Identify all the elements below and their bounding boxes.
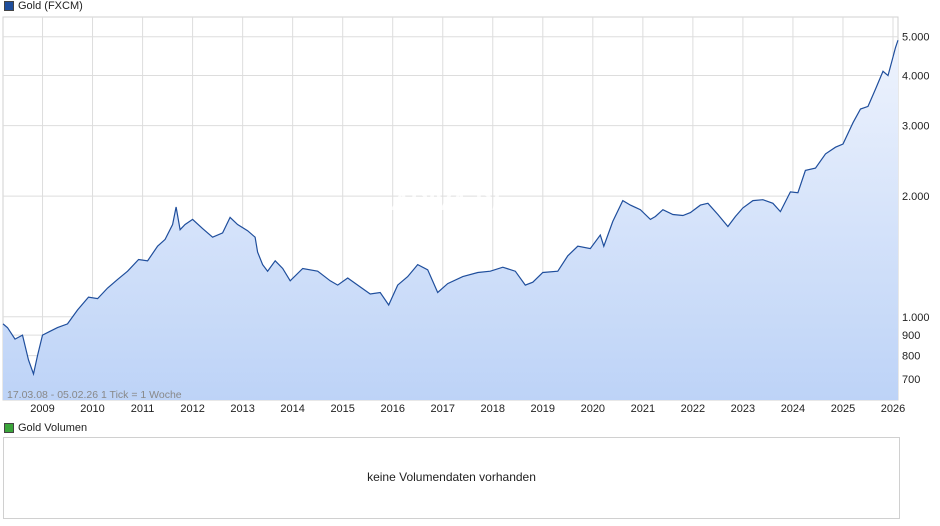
y-tick-label: 700: [902, 374, 920, 386]
y-tick-label: 1.000: [902, 312, 930, 324]
x-tick-label: 2023: [731, 403, 755, 415]
x-tick-label: 2019: [531, 403, 555, 415]
price-area-fill: [3, 40, 898, 400]
x-tick-label: 2022: [681, 403, 705, 415]
volume-panel: keine Volumendaten vorhanden: [3, 437, 900, 519]
price-chart: ARIVA.DE 5.000 4.000 3.000 2.000 1.000 900 800…: [2, 16, 930, 415]
x-tick-label: 2012: [180, 403, 204, 415]
volume-legend: Gold Volumen: [4, 422, 87, 434]
price-legend-swatch: [4, 1, 14, 11]
watermark-logo: ARIVA.DE: [390, 188, 510, 216]
no-volume-message: keine Volumendaten vorhanden: [367, 470, 536, 484]
x-tick-label: 2025: [831, 403, 855, 415]
x-tick-label: 2024: [781, 403, 805, 415]
volume-legend-swatch: [4, 423, 14, 433]
y-tick-label: 5.000: [902, 32, 930, 44]
x-tick-label: 2011: [131, 403, 155, 415]
price-line: [2, 40, 899, 377]
price-legend-label: Gold (FXCM): [18, 0, 83, 12]
y-tick-label: 4.000: [902, 71, 930, 83]
period-info: 17.03.08 - 05.02.26 1 Tick = 1 Woche: [7, 389, 182, 401]
x-tick-label: 2014: [280, 403, 304, 415]
y-tick-label: 2.000: [902, 191, 930, 203]
x-tick-label: 2021: [631, 403, 655, 415]
x-tick-label: 2018: [481, 403, 505, 415]
volume-legend-label: Gold Volumen: [18, 422, 88, 434]
x-axis-labels: 2009 2010 2011 2012 2013 2014 2015 2016 2017 2018…: [30, 403, 905, 415]
x-tick-label: 2015: [330, 403, 354, 415]
x-tick-label: 2013: [230, 403, 254, 415]
x-tick-label: 2010: [80, 403, 104, 415]
x-tick-label: 2009: [30, 403, 54, 415]
y-tick-label: 3.000: [902, 121, 930, 133]
price-legend: Gold (FXCM): [4, 0, 83, 12]
x-tick-label: 2020: [581, 403, 605, 415]
x-tick-label: 2016: [380, 403, 404, 415]
y-axis-labels: 5.000 4.000 3.000 2.000 1.000 900 800 700: [902, 32, 930, 386]
x-tick-label: 2026: [881, 403, 905, 415]
x-tick-label: 2017: [431, 403, 455, 415]
y-tick-label: 900: [902, 330, 920, 342]
y-tick-label: 800: [902, 351, 920, 363]
